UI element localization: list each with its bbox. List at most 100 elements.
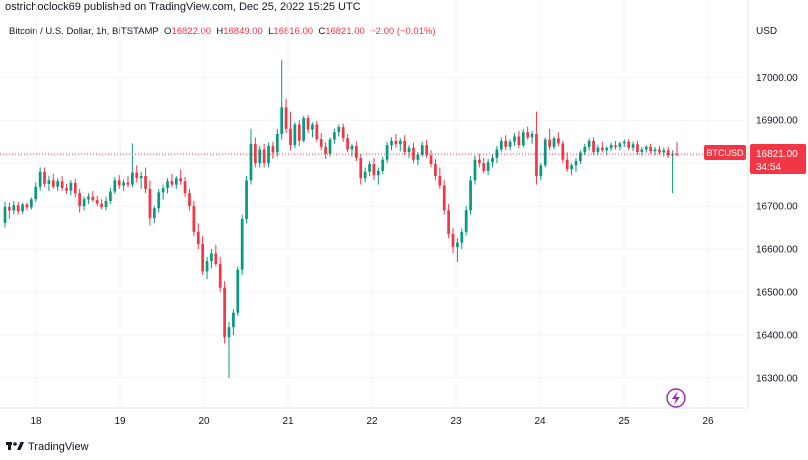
candle xyxy=(447,203,450,239)
candle-body xyxy=(306,118,310,130)
candle xyxy=(51,173,55,189)
candle-body xyxy=(192,206,196,232)
candle-body xyxy=(675,153,679,155)
candle-body xyxy=(394,140,398,145)
candle-body xyxy=(117,180,121,186)
candle-layer xyxy=(3,60,679,378)
candle-body xyxy=(8,206,11,211)
candle-body xyxy=(385,145,389,160)
candle xyxy=(548,128,551,151)
candle xyxy=(394,133,398,148)
candle xyxy=(297,120,301,146)
candle-body xyxy=(526,132,530,138)
candle xyxy=(104,196,108,211)
candle-body xyxy=(109,191,112,201)
time-tick-label: 25 xyxy=(618,416,630,427)
candle xyxy=(302,115,306,143)
candle xyxy=(359,153,363,185)
open-label: O xyxy=(164,26,172,37)
candle xyxy=(385,141,389,164)
candle xyxy=(530,130,534,144)
candle xyxy=(293,122,297,149)
candle-body xyxy=(157,192,161,209)
candle-body xyxy=(653,149,657,152)
tradingview-logo-icon xyxy=(6,440,24,454)
candle-body xyxy=(407,147,411,152)
candle-body xyxy=(249,143,253,181)
candle xyxy=(157,188,161,213)
candle xyxy=(12,200,16,215)
candle-body xyxy=(363,171,367,179)
tradingview-brand[interactable]: TradingView xyxy=(6,440,89,454)
candle xyxy=(8,202,11,219)
candle-body xyxy=(495,149,499,159)
candle-body xyxy=(504,140,508,147)
candle xyxy=(69,180,73,196)
candle-body xyxy=(412,147,415,160)
currency-label[interactable]: USD xyxy=(756,26,778,37)
candle-body xyxy=(328,139,332,154)
symbol-title[interactable]: Bitcoin / U.S. Dollar, 1h, BITSTAMP xyxy=(9,26,159,37)
candle xyxy=(78,188,82,213)
candle-body xyxy=(183,181,187,194)
price-tick-label: 16400.00 xyxy=(756,330,798,341)
price-tick-label: 16900.00 xyxy=(756,116,798,127)
candle-body xyxy=(658,149,661,153)
candle xyxy=(236,266,240,316)
candle xyxy=(341,123,345,142)
candle xyxy=(16,201,20,215)
candle xyxy=(161,184,165,200)
candle-body xyxy=(34,186,38,200)
candle xyxy=(267,142,270,168)
candle-body xyxy=(135,172,139,179)
candle-body xyxy=(126,182,130,185)
candle-body xyxy=(341,127,345,139)
candle xyxy=(166,178,169,194)
candle-body xyxy=(530,133,534,138)
candle-body xyxy=(420,145,424,155)
time-tick-label: 22 xyxy=(366,416,378,427)
candle-body xyxy=(100,203,103,207)
candle-body xyxy=(521,132,525,146)
candle-body xyxy=(535,133,538,177)
candle xyxy=(456,238,459,262)
candle xyxy=(43,167,46,187)
candle-body xyxy=(644,146,648,150)
candle xyxy=(592,137,595,155)
candle xyxy=(636,140,639,155)
candle-body xyxy=(315,124,319,140)
candle-body xyxy=(104,200,108,207)
candle-body xyxy=(245,180,248,219)
candle-body xyxy=(662,150,666,153)
candle-body xyxy=(552,138,556,147)
candle-body xyxy=(618,143,622,147)
candle xyxy=(451,227,455,254)
candle-body xyxy=(486,162,490,171)
candle xyxy=(245,176,248,224)
candle xyxy=(3,201,7,228)
candle-body xyxy=(381,159,385,171)
candle-body xyxy=(627,141,631,148)
candle xyxy=(87,193,90,204)
candle xyxy=(196,223,200,250)
candle-body xyxy=(376,170,380,176)
candle xyxy=(249,128,253,185)
brand-name: TradingView xyxy=(28,441,89,453)
price-tick-label: 16600.00 xyxy=(756,245,798,256)
low-value: 16816.00 xyxy=(273,26,314,37)
candle-body xyxy=(614,145,617,147)
candle xyxy=(622,139,626,147)
lightning-icon[interactable] xyxy=(666,388,686,408)
candle-body xyxy=(3,206,7,223)
candle-body xyxy=(236,269,240,313)
price-tag: BTCUSD 16821.00 34:54 xyxy=(704,144,806,174)
candle xyxy=(284,98,288,134)
time-tick-label: 18 xyxy=(30,416,42,427)
candle xyxy=(117,175,121,189)
candle-body xyxy=(214,253,218,265)
time-tick-label: 24 xyxy=(534,416,546,427)
candle xyxy=(609,142,613,152)
candle-body xyxy=(539,165,543,177)
candle-body xyxy=(29,199,33,208)
